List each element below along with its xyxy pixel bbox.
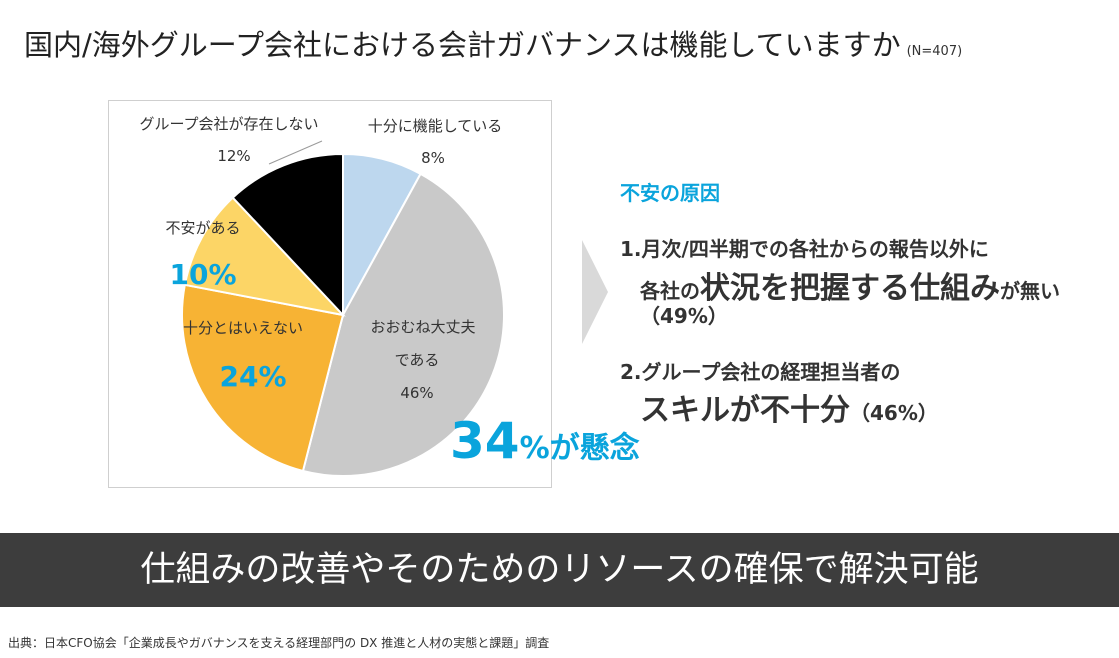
- cause-1-line2: 各社の状況を把握する仕組みが無い: [640, 263, 1060, 307]
- chevron-right-icon: [582, 240, 608, 344]
- sample-size: (N=407): [906, 44, 963, 59]
- slice-label-s2-pct: 24%: [219, 360, 286, 393]
- pie-slice-2: [181, 283, 345, 473]
- pie-chart-panel: グループ会社が存在しない 12% 十分に機能している 8% 不安がある 10% …: [108, 100, 552, 488]
- pie-slice-4: [231, 152, 344, 318]
- slice-label-s0-pct: 8%: [421, 149, 445, 167]
- concern-callout: 34%が懸念: [450, 412, 640, 470]
- conclusion-banner: 仕組みの改善やそのためのリソースの確保で解決可能: [0, 533, 1119, 607]
- pie-chart: グループ会社が存在しない 12% 十分に機能している 8% 不安がある 10% …: [139, 115, 505, 477]
- pie-slice-3: [183, 196, 346, 317]
- cause-2-emphasis: スキルが不十分: [640, 393, 850, 428]
- causes-title: 不安の原因: [620, 181, 720, 205]
- slice-label-s4-pct: 12%: [217, 147, 250, 165]
- cause-2-line2: スキルが不十分（46%）: [640, 385, 938, 429]
- source-note: 出典：日本CFO協会「企業成長やガバナンスを支える経理部門の DX 推進と人材の…: [8, 636, 550, 650]
- slice-label-s1-line1: おおむね大丈夫: [370, 318, 475, 336]
- cause-1-post: が無い: [1000, 279, 1060, 303]
- slice-label-s3-name: 不安がある: [165, 219, 240, 237]
- concern-number: 34: [450, 412, 520, 470]
- page-title: 国内/海外グループ会社における会計ガバナンスは機能していますか (N=407): [24, 22, 962, 64]
- slice-label-s0-name: 十分に機能している: [368, 117, 503, 135]
- cause-1-pre: 各社の: [640, 279, 700, 303]
- slice-label-s2-name: 十分とはいえない: [183, 319, 303, 337]
- pie-slice-1: [301, 172, 505, 477]
- slice-label-s4-name: グループ会社が存在しない: [139, 115, 318, 133]
- cause-2-line1: 2.グループ会社の経理担当者の: [620, 360, 901, 384]
- slice-label-s1-line2: である: [395, 351, 440, 369]
- slice-label-s3-pct: 10%: [169, 258, 236, 291]
- cause-1-emphasis: 状況を把握する仕組み: [700, 271, 1000, 306]
- cause-2-pct: （46%）: [850, 401, 938, 425]
- slice-label-s1-pct: 46%: [400, 384, 433, 402]
- title-text: 国内/海外グループ会社における会計ガバナンスは機能していますか: [24, 28, 901, 62]
- concern-text: %が懸念: [519, 431, 640, 466]
- cause-1-line1: 1.月次/四半期での各社からの報告以外に: [620, 237, 989, 261]
- cause-1-pct: （49%）: [640, 304, 728, 328]
- leader-line: [268, 140, 323, 165]
- pie-slices: [181, 152, 505, 477]
